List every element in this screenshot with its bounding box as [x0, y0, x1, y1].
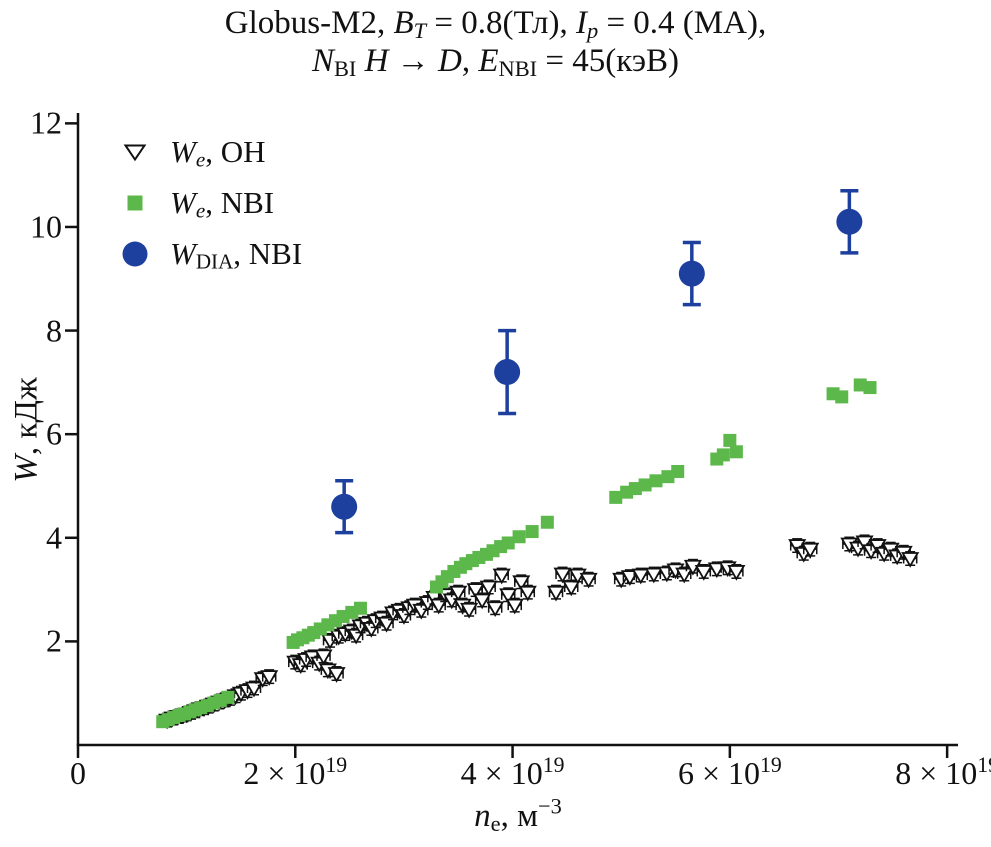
- y-tick-label: 10: [30, 208, 62, 245]
- x-tick-label: 0: [70, 755, 86, 791]
- y-axis-label: W, кДж: [8, 377, 45, 483]
- x-tick-label: 6 × 1019: [677, 753, 782, 791]
- square-icon: [118, 192, 152, 214]
- circle-icon: [118, 239, 152, 269]
- y-tick-label: 2: [46, 622, 62, 659]
- chart-title-line2: NBI H → D, ENBI = 45(кэВ): [311, 43, 680, 81]
- legend: We, OH We, NBI WDIA, NBI: [118, 134, 303, 274]
- legend-item-we-nbi: We, NBI: [118, 185, 302, 223]
- legend-label-we-oh: We, OH: [170, 134, 266, 172]
- x-tick-label: 4 × 1019: [460, 753, 565, 791]
- legend-label-we-nbi: We, NBI: [170, 185, 275, 223]
- y-tick-label: 12: [30, 104, 62, 141]
- legend-label-wdia-nbi: WDIA, NBI: [170, 236, 303, 274]
- legend-item-wdia-nbi: WDIA, NBI: [118, 236, 303, 274]
- y-tick-label: 6: [46, 415, 62, 452]
- x-tick-label: 8 × 1019: [895, 753, 991, 791]
- y-tick-label: 4: [46, 519, 62, 556]
- triangle-down-icon: [118, 141, 152, 163]
- legend-item-we-oh: We, OH: [118, 134, 302, 172]
- chart-title-line1: Globus-M2, BT = 0.8(Тл), Ip = 0.4 (МА),: [224, 5, 767, 43]
- x-tick-label: 2 × 1019: [243, 753, 348, 791]
- x-axis-label: ne, м−3: [474, 793, 562, 836]
- y-tick-label: 8: [46, 311, 62, 348]
